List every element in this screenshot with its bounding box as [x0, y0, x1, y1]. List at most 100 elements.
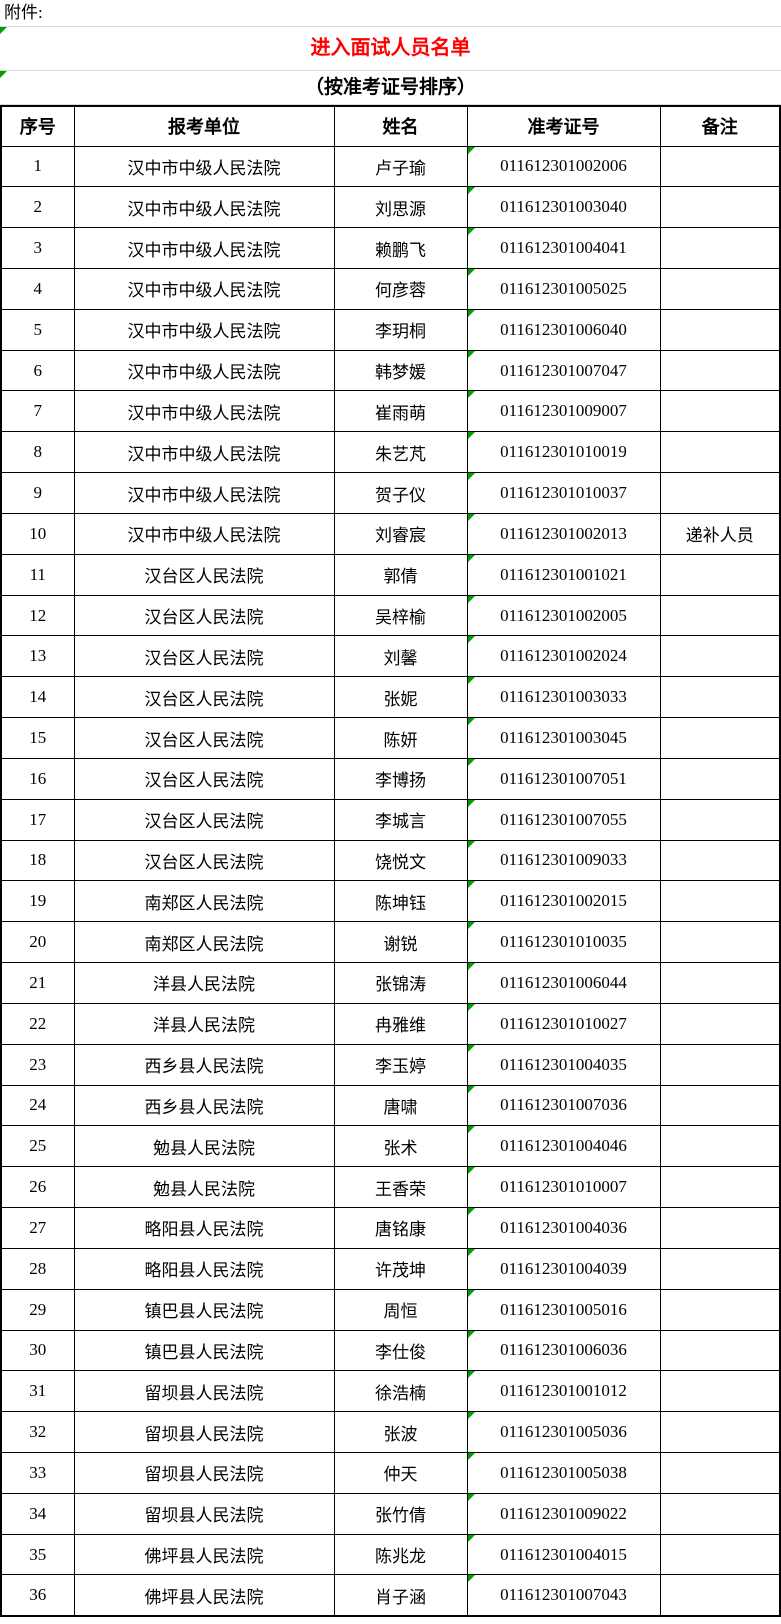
ticket-number: 011612301009033 [500, 850, 627, 870]
cell-unit: 南郑区人民法院 [73, 921, 335, 964]
cell-unit: 略阳县人民法院 [73, 1207, 335, 1249]
cell-index: 14 [0, 676, 75, 719]
green-triangle-icon [468, 636, 475, 644]
cell-ticket: 011612301006044 [466, 962, 661, 1004]
cell-remark [659, 1452, 781, 1494]
table-row: 33 留坝县人民法院 仲天 011612301005038 [0, 1452, 781, 1494]
cell-ticket: 011612301007047 [466, 349, 661, 392]
green-triangle-icon [468, 1208, 475, 1216]
ticket-number: 011612301010027 [500, 1013, 627, 1033]
cell-unit: 南郑区人民法院 [73, 880, 335, 923]
green-triangle-icon [468, 473, 475, 481]
cell-unit: 洋县人民法院 [73, 962, 335, 1004]
cell-remark [659, 1533, 781, 1576]
cell-index: 12 [0, 594, 75, 637]
cell-ticket: 011612301001012 [466, 1370, 661, 1413]
cell-unit: 汉台区人民法院 [73, 757, 335, 800]
table-row: 14 汉台区人民法院 张妮 011612301003033 [0, 676, 781, 719]
ticket-number: 011612301006036 [500, 1340, 627, 1360]
cell-remark [659, 676, 781, 719]
green-triangle-icon [468, 1290, 475, 1297]
table-row: 35 佛坪县人民法院 陈兆龙 011612301004015 [0, 1533, 781, 1576]
table-row: 3 汉中市中级人民法院 赖鹏飞 011612301004041 [0, 227, 781, 269]
cell-name: 李玥桐 [333, 308, 468, 351]
cell-name: 冉雅维 [333, 1002, 468, 1045]
table-row: 10 汉中市中级人民法院 刘睿宸 011612301002013 递补人员 [0, 512, 781, 555]
cell-name: 周恒 [333, 1288, 468, 1331]
cell-remark [659, 1084, 781, 1127]
ticket-number: 011612301007055 [500, 809, 627, 829]
cell-index: 4 [0, 267, 75, 310]
cell-unit: 汉中市中级人民法院 [73, 390, 335, 433]
green-triangle-icon [468, 187, 475, 195]
green-triangle-icon [468, 718, 475, 726]
cell-index: 2 [0, 186, 75, 229]
green-triangle-icon [468, 596, 475, 603]
green-triangle-icon [468, 1045, 475, 1052]
cell-ticket: 011612301004039 [466, 1247, 661, 1290]
table-row: 7 汉中市中级人民法院 崔雨萌 011612301009007 [0, 390, 781, 433]
cell-remark [659, 472, 781, 514]
cell-index: 8 [0, 431, 75, 474]
cell-ticket: 011612301007036 [466, 1084, 661, 1127]
cell-name: 陈坤钰 [333, 880, 468, 923]
green-triangle-icon [468, 922, 475, 930]
cell-index: 22 [0, 1002, 75, 1045]
cell-index: 19 [0, 880, 75, 923]
cell-name: 仲天 [333, 1452, 468, 1494]
ticket-number: 011612301009022 [500, 1503, 627, 1523]
ticket-number: 011612301004035 [500, 1054, 627, 1074]
cell-unit: 汉中市中级人民法院 [73, 186, 335, 229]
cell-index: 20 [0, 921, 75, 964]
ticket-number: 011612301006044 [500, 972, 627, 992]
cell-unit: 汉中市中级人民法院 [73, 431, 335, 474]
green-triangle-icon [468, 1249, 475, 1256]
cell-remark [659, 1207, 781, 1249]
cell-ticket: 011612301009022 [466, 1492, 661, 1535]
ticket-number: 011612301002024 [500, 646, 627, 666]
cell-unit: 汉台区人民法院 [73, 635, 335, 678]
cell-name: 何彦蓉 [333, 267, 468, 310]
green-triangle-icon [468, 432, 475, 440]
header-unit: 报考单位 [73, 105, 335, 147]
green-triangle-icon [468, 391, 475, 399]
ticket-number: 011612301010007 [500, 1177, 627, 1197]
cell-index: 28 [0, 1247, 75, 1290]
cell-ticket: 011612301004046 [466, 1125, 661, 1168]
ticket-number: 011612301010037 [500, 483, 627, 503]
cell-ticket: 011612301002005 [466, 594, 661, 637]
cell-remark [659, 390, 781, 433]
cell-unit: 汉台区人民法院 [73, 839, 335, 882]
cell-name: 陈兆龙 [333, 1533, 468, 1576]
ticket-number: 011612301004046 [500, 1136, 627, 1156]
ticket-number: 011612301004039 [500, 1258, 627, 1278]
green-triangle-icon [468, 310, 475, 317]
cell-unit: 汉中市中级人民法院 [73, 227, 335, 269]
cell-remark [659, 1492, 781, 1535]
cell-name: 肖子涵 [333, 1574, 468, 1617]
cell-ticket: 011612301004035 [466, 1043, 661, 1086]
header-index: 序号 [0, 105, 75, 147]
ticket-number: 011612301007051 [500, 768, 627, 788]
table-row: 12 汉台区人民法院 吴梓榆 011612301002005 [0, 594, 781, 637]
cell-remark [659, 1329, 781, 1372]
ticket-number: 011612301002005 [500, 605, 627, 625]
ticket-number: 011612301007047 [500, 360, 627, 380]
cell-name: 卢子瑜 [333, 145, 468, 188]
cell-unit: 汉中市中级人民法院 [73, 349, 335, 392]
cell-index: 9 [0, 472, 75, 514]
cell-remark [659, 267, 781, 310]
green-triangle-icon [468, 759, 475, 766]
cell-name: 刘思源 [333, 186, 468, 229]
green-triangle-icon [468, 1453, 475, 1460]
table-row: 19 南郑区人民法院 陈坤钰 011612301002015 [0, 880, 781, 923]
cell-index: 21 [0, 962, 75, 1004]
cell-name: 李玉婷 [333, 1043, 468, 1086]
green-triangle-icon [468, 228, 475, 236]
green-triangle-icon [468, 555, 475, 562]
cell-unit: 佛坪县人民法院 [73, 1533, 335, 1576]
header-remark: 备注 [659, 105, 781, 147]
cell-unit: 汉台区人民法院 [73, 676, 335, 719]
table-row: 26 勉县人民法院 王香荣 011612301010007 [0, 1166, 781, 1209]
